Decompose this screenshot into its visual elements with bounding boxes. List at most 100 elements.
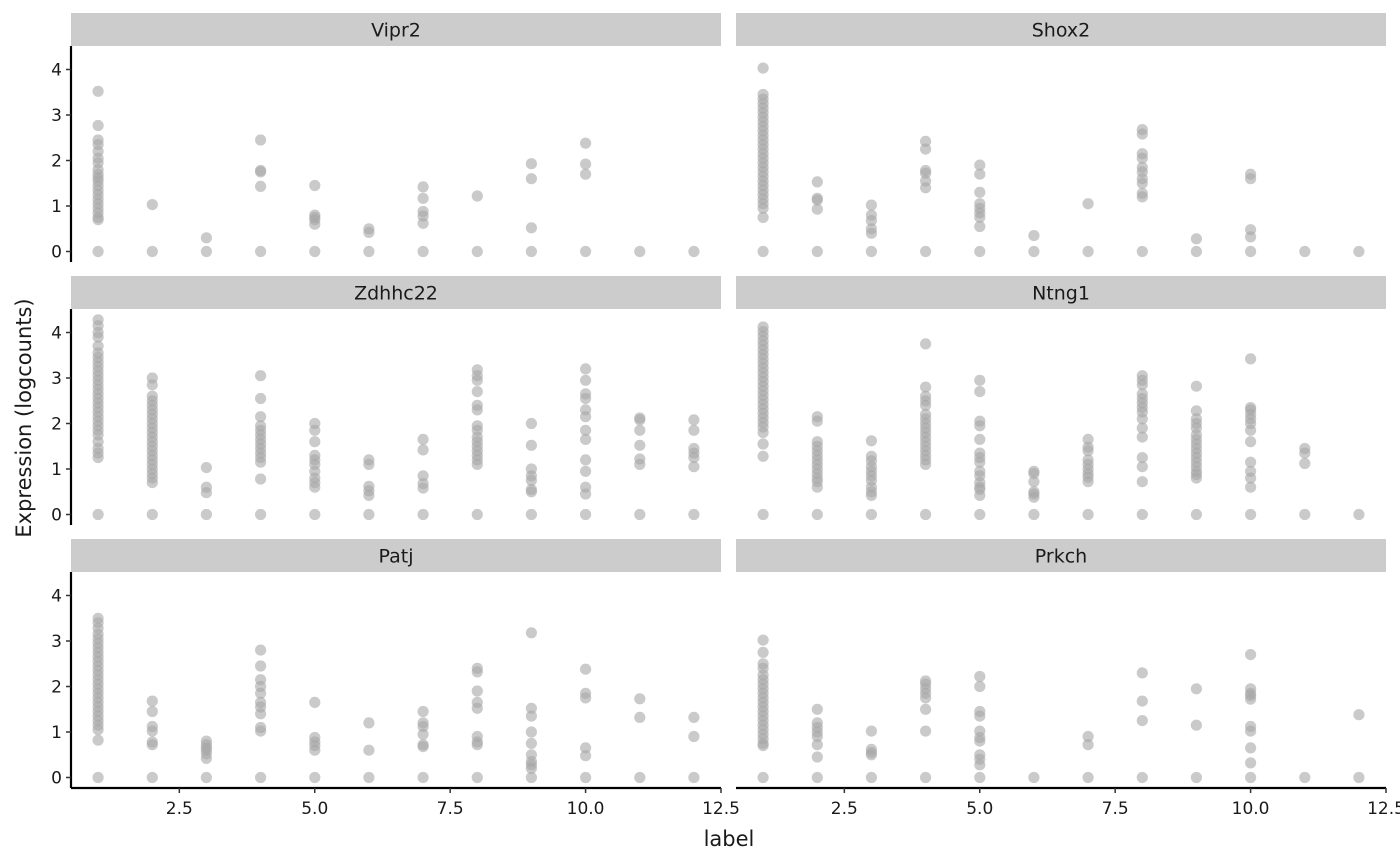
data-point (811, 508, 823, 521)
data-point (92, 331, 104, 343)
data-point (580, 692, 592, 704)
data-point (580, 465, 592, 477)
data-point (1082, 508, 1094, 521)
data-point (471, 404, 483, 416)
data-point (1245, 742, 1257, 754)
data-point (92, 724, 104, 736)
data-point (309, 481, 321, 493)
data-point (1245, 231, 1257, 243)
data-point (920, 245, 932, 258)
facet-strip (736, 276, 1386, 309)
data-point (200, 462, 212, 474)
data-point (146, 245, 158, 258)
data-point (1245, 693, 1257, 705)
data-point (974, 489, 986, 501)
data-point (146, 199, 158, 211)
data-point (580, 392, 592, 405)
data-point (92, 771, 104, 784)
data-point (580, 742, 592, 754)
data-point (974, 420, 986, 432)
data-point (1028, 476, 1040, 488)
data-point (1028, 468, 1040, 480)
data-points (757, 62, 1365, 258)
data-point (1299, 508, 1311, 521)
x-tick-label: 10.0 (567, 799, 605, 819)
data-point (363, 717, 375, 729)
data-point (974, 159, 986, 171)
data-point (92, 119, 104, 132)
facet-strip (71, 276, 721, 309)
data-point (363, 508, 375, 521)
data-point (1136, 771, 1148, 784)
facet-strip (71, 13, 721, 46)
data-point (634, 458, 646, 470)
data-point (920, 508, 932, 521)
y-tick-label: 1 (51, 460, 62, 480)
data-point (920, 135, 932, 147)
data-point (1245, 173, 1257, 185)
data-point (363, 226, 375, 238)
data-points (757, 321, 1365, 521)
data-point (865, 489, 878, 501)
data-point (580, 424, 592, 436)
data-point (757, 427, 769, 439)
data-point (974, 168, 986, 180)
data-point (471, 458, 483, 470)
data-point (200, 232, 212, 244)
data-point (309, 436, 321, 448)
data-point (580, 433, 592, 445)
data-point (865, 199, 878, 211)
data-point (525, 439, 538, 451)
data-point (865, 749, 878, 761)
data-point (974, 771, 986, 784)
facet-strip (736, 539, 1386, 572)
y-tick-label: 3 (51, 106, 62, 126)
data-point (580, 454, 592, 466)
data-points (92, 612, 700, 784)
data-point (1082, 739, 1094, 751)
data-point (757, 62, 769, 74)
data-point (1245, 725, 1257, 737)
data-point (200, 245, 212, 258)
data-point (1353, 709, 1365, 721)
data-point (1353, 771, 1365, 784)
data-point (865, 227, 878, 239)
data-point (1136, 667, 1148, 679)
data-point (525, 762, 538, 775)
data-point (920, 703, 932, 715)
data-point (92, 734, 104, 746)
data-point (417, 217, 429, 229)
data-point (811, 176, 823, 188)
data-point (1136, 177, 1148, 189)
data-point (525, 771, 538, 784)
data-point (757, 211, 769, 223)
data-point (255, 411, 267, 423)
data-point (580, 488, 592, 500)
data-point (309, 744, 321, 756)
data-point (865, 245, 878, 258)
data-point (471, 702, 483, 714)
data-point (471, 245, 483, 258)
data-point (974, 186, 986, 198)
data-point (363, 245, 375, 258)
data-point (525, 710, 538, 722)
data-point (525, 627, 538, 639)
data-point (920, 143, 932, 155)
data-point (1136, 413, 1148, 425)
data-point (580, 663, 592, 675)
data-point (471, 771, 483, 784)
data-point (200, 752, 212, 765)
data-point (811, 739, 823, 751)
data-point (974, 680, 986, 693)
data-point (146, 508, 158, 521)
data-point (1245, 245, 1257, 258)
data-point (1136, 476, 1148, 488)
data-point (920, 692, 932, 704)
data-point (920, 725, 932, 737)
data-point (1245, 771, 1257, 784)
data-point (525, 737, 538, 750)
data-point (1299, 447, 1311, 459)
data-point (634, 771, 646, 784)
data-point (255, 134, 267, 146)
